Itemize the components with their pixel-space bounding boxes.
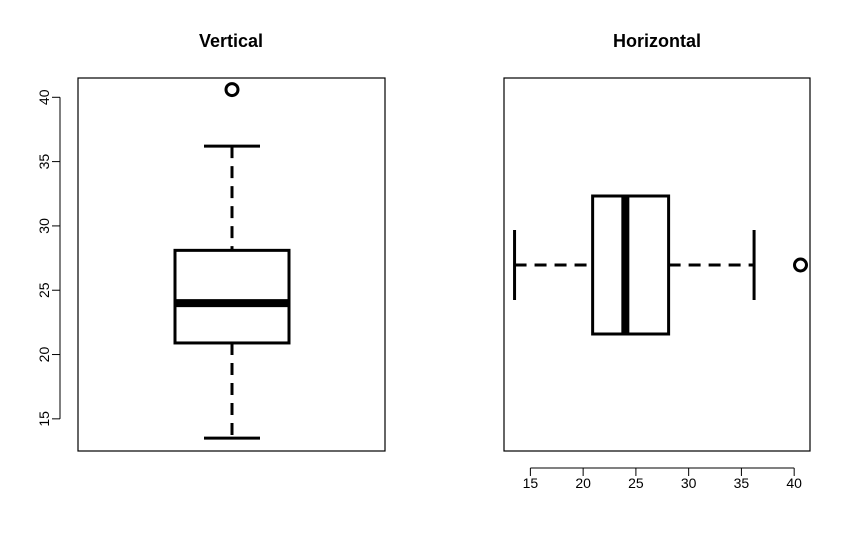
outlier-point xyxy=(224,82,240,98)
vertical-chart-title: Vertical xyxy=(199,31,263,51)
iqr-box xyxy=(173,248,291,345)
vertical-boxplot-panel: Vertical 15 20 25 30 35 40 xyxy=(36,31,386,452)
iqr-box xyxy=(591,194,671,336)
y-tick-label: 15 xyxy=(36,411,52,427)
x-tick-label: 35 xyxy=(734,475,750,491)
vertical-plot-frame xyxy=(77,77,386,452)
horizontal-plot-frame xyxy=(503,77,811,452)
outlier-point xyxy=(793,257,809,273)
horizontal-x-axis: 15 20 25 30 35 40 xyxy=(523,467,802,491)
horizontal-chart-title: Horizontal xyxy=(613,31,701,51)
vertical-box-marks xyxy=(173,82,291,440)
horizontal-box-marks xyxy=(513,194,809,336)
y-tick-label: 40 xyxy=(36,89,52,105)
y-tick-label: 20 xyxy=(36,347,52,363)
x-tick-label: 40 xyxy=(786,475,802,491)
y-tick-label: 35 xyxy=(36,154,52,170)
vertical-y-axis: 15 20 25 30 35 40 xyxy=(36,89,61,427)
x-tick-label: 25 xyxy=(628,475,644,491)
x-tick-label: 20 xyxy=(575,475,591,491)
x-tick-label: 15 xyxy=(523,475,539,491)
x-tick-label: 30 xyxy=(681,475,697,491)
y-tick-label: 25 xyxy=(36,282,52,298)
horizontal-boxplot-panel: Horizontal 15 20 25 30 35 40 xyxy=(503,31,811,491)
y-tick-label: 30 xyxy=(36,218,52,234)
